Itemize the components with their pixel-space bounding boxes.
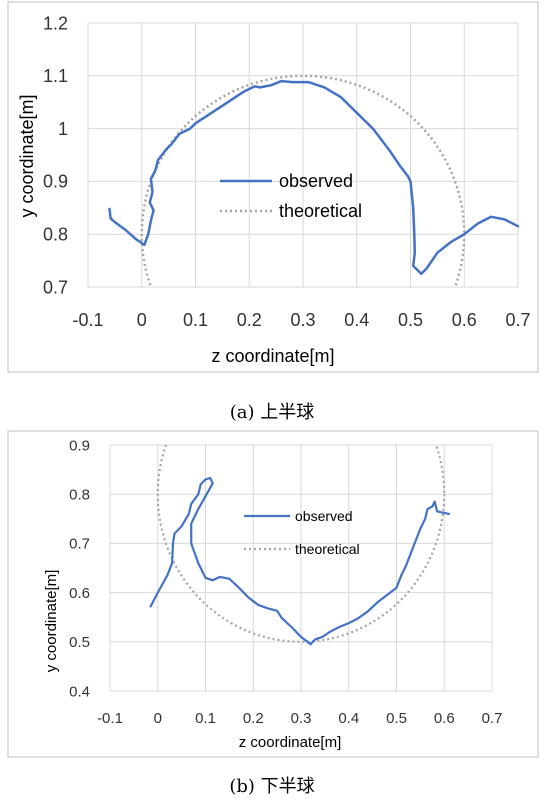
chart-a-legend-theoretical-label: theoretical — [279, 201, 362, 221]
chart-b-x-tick-label: 0.1 — [195, 710, 216, 727]
chart-a-observed-series — [108, 79, 520, 276]
chart-b-x-tick-label: 0.3 — [291, 710, 312, 727]
chart-a-y-tick-label: 0.8 — [43, 225, 68, 245]
chart-a-x-tick-label: 0.2 — [237, 310, 262, 330]
chart-a-x-axis-label: z coordinate[m] — [211, 346, 334, 366]
chart-b-x-tick-label: 0.5 — [386, 710, 407, 727]
chart-b-legend: observed theoretical — [244, 508, 360, 557]
chart-a-x-tick-label: 0 — [137, 310, 147, 330]
chart-b-theoretical-series — [156, 445, 446, 643]
chart-a-y-tick-label: 1 — [58, 119, 68, 139]
chart-b-y-tick-label: 0.9 — [69, 437, 90, 454]
chart-b-y-tick-label: 0.4 — [69, 683, 90, 700]
caption-a: (a) 上半球 — [230, 402, 315, 423]
chart-a-legend-observed-label: observed — [279, 171, 353, 191]
chart-b-y-tick-label: 0.5 — [69, 634, 90, 651]
chart-b-y-tick-label: 0.8 — [69, 486, 90, 503]
chart-b-frame — [7, 430, 539, 758]
chart-a-y-axis-label: y coordinate[m] — [17, 94, 37, 217]
chart-a-y-tick-label: 1.2 — [43, 13, 68, 33]
chart-a-y-tick-label: 0.7 — [43, 277, 68, 297]
chart-b-x-axis-label: z coordinate[m] — [239, 734, 342, 751]
chart-a-frame — [7, 1, 539, 373]
chart-a-grid — [87, 22, 519, 288]
chart-a-x-tick-label: 0.7 — [505, 310, 530, 330]
chart-a-ticks: -0.1 0 0.1 0.2 0.3 0.4 0.5 0.6 0.7 0.7 0.8 0.9 1 1.1 1… — [43, 13, 531, 330]
chart-b-legend-observed-label: observed — [295, 508, 353, 524]
chart-b: -0.1 0 0.1 0.2 0.3 0.4 0.5 0.6 0.7 0.4 0.5 0.6 0.7 0.… — [7, 430, 539, 758]
chart-b-x-tick-label: -0.1 — [97, 710, 123, 727]
chart-a: -0.1 0 0.1 0.2 0.3 0.4 0.5 0.6 0.7 0.7 0.8 0.9 1 1.1 1… — [7, 1, 539, 373]
chart-a-y-tick-label: 0.9 — [43, 172, 68, 192]
caption-b: (b) 下半球 — [229, 776, 314, 797]
chart-b-observed-series — [149, 476, 451, 646]
chart-a-observed-line — [108, 79, 520, 276]
chart-a-x-tick-label: 0.4 — [344, 310, 369, 330]
chart-a-legend: observed theoretical — [220, 171, 362, 221]
chart-b-x-tick-label: 0.7 — [482, 710, 503, 727]
chart-a-x-tick-label: 0.3 — [290, 310, 315, 330]
chart-b-x-tick-label: 0.4 — [338, 710, 359, 727]
chart-b-observed-line — [149, 476, 451, 646]
chart-b-y-tick-label: 0.7 — [69, 536, 90, 553]
chart-a-x-tick-label: -0.1 — [72, 310, 103, 330]
chart-a-x-tick-label: 0.1 — [183, 310, 208, 330]
chart-b-theoretical-circle — [156, 445, 446, 643]
chart-a-y-tick-label: 1.1 — [43, 66, 68, 86]
chart-b-x-tick-label: 0.2 — [243, 710, 264, 727]
chart-b-legend-theoretical-label: theoretical — [295, 541, 360, 557]
chart-b-y-axis-label: y coordinate[m] — [43, 570, 60, 673]
chart-b-y-tick-label: 0.6 — [69, 585, 90, 602]
chart-a-x-tick-label: 0.5 — [398, 310, 423, 330]
chart-b-x-tick-label: 0.6 — [434, 710, 455, 727]
chart-b-ticks: -0.1 0 0.1 0.2 0.3 0.4 0.5 0.6 0.7 0.4 0.5 0.6 0.7 0.… — [69, 437, 502, 727]
chart-b-x-tick-label: 0 — [154, 710, 162, 727]
chart-b-grid — [109, 444, 493, 692]
chart-a-x-tick-label: 0.6 — [452, 310, 477, 330]
